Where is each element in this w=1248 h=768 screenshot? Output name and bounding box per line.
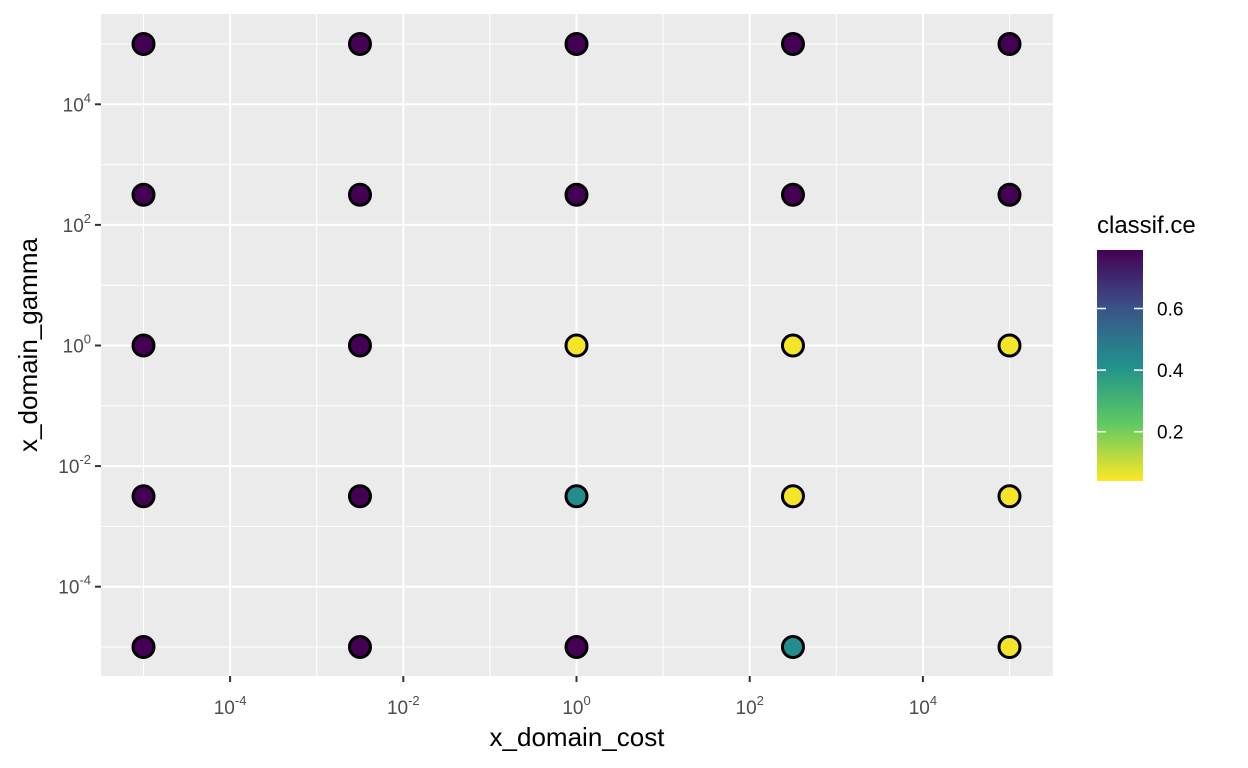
colorbar-label: 0.2 — [1157, 423, 1183, 444]
data-point — [564, 32, 589, 56]
data-point — [780, 32, 805, 56]
y-axis: 10-4 10-2 100 102 104 — [58, 90, 101, 599]
y-tick-label: 100 — [63, 332, 91, 358]
colorbar-label: 0.6 — [1157, 300, 1183, 321]
data-point — [997, 182, 1022, 207]
x-axis-title: x_domain_cost — [490, 722, 666, 752]
data-point — [997, 333, 1022, 358]
y-tick-label: 102 — [63, 211, 91, 237]
data-point — [997, 484, 1022, 509]
data-point — [131, 333, 156, 358]
x-tick-label: 10-4 — [214, 693, 247, 719]
data-point — [347, 484, 372, 509]
data-point — [780, 182, 805, 207]
data-point — [564, 182, 589, 207]
colorbar-ticks: 0.6 0.4 0.2 — [1097, 300, 1184, 444]
data-point — [347, 333, 372, 358]
x-tick-label: 100 — [562, 693, 590, 719]
data-point — [131, 484, 156, 509]
colorbar-label: 0.4 — [1157, 361, 1184, 382]
x-tick-label: 102 — [736, 693, 764, 719]
data-point — [347, 32, 372, 56]
data-point — [997, 32, 1022, 56]
legend-title: classif.ce — [1097, 212, 1196, 239]
legend: classif.ce 0.6 0.4 0.2 — [1097, 212, 1196, 481]
data-point — [131, 32, 156, 56]
data-point — [780, 484, 805, 509]
x-tick-label: 10-2 — [387, 693, 420, 719]
data-point — [347, 182, 372, 207]
data-point — [131, 635, 156, 659]
data-point — [564, 333, 589, 358]
data-point — [997, 635, 1022, 659]
data-points — [131, 32, 1022, 659]
data-point — [347, 635, 372, 659]
y-tick-label: 10-4 — [58, 573, 91, 599]
data-point — [564, 484, 589, 509]
data-point — [131, 182, 156, 207]
x-axis: 10-4 10-2 100 102 104 — [214, 676, 937, 719]
y-tick-label: 104 — [63, 90, 91, 116]
y-tick-label: 10-2 — [58, 452, 91, 478]
x-tick-label: 104 — [909, 693, 937, 719]
data-point — [780, 333, 805, 358]
y-axis-title: x_domain_gamma — [13, 238, 43, 452]
colorbar — [1097, 250, 1143, 481]
data-point — [564, 635, 589, 659]
data-point — [780, 635, 805, 659]
